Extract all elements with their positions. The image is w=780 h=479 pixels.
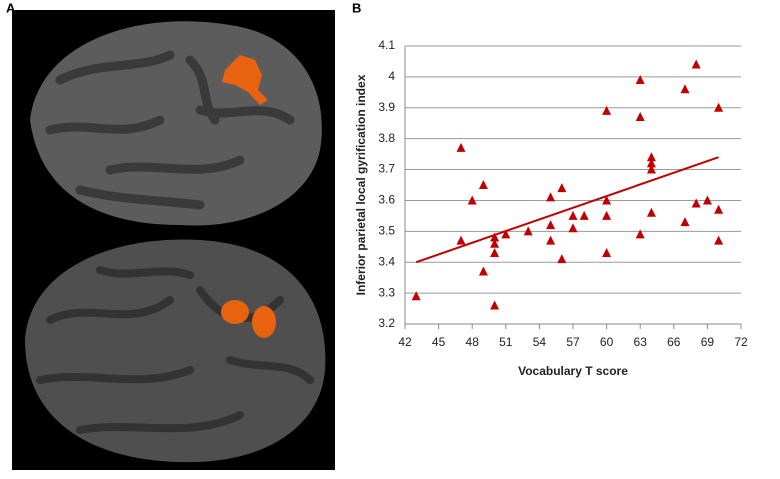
- data-point: [635, 229, 645, 239]
- x-tick-label: 66: [667, 335, 681, 349]
- x-tick-label: 60: [600, 335, 614, 349]
- panel-label: A: [6, 0, 16, 15]
- y-tick-label: 4.1: [378, 38, 395, 52]
- x-tick-label: 54: [533, 335, 547, 349]
- y-tick-label: 3.7: [378, 162, 395, 176]
- data-point: [557, 254, 567, 264]
- data-point: [478, 180, 488, 189]
- x-tick-label: 69: [701, 335, 715, 349]
- brain-images: [12, 10, 335, 470]
- data-point: [635, 112, 645, 122]
- data-point: [602, 105, 612, 115]
- y-axis-title: Inferior parietal local gyrification ind…: [354, 74, 368, 295]
- data-point: [490, 247, 500, 257]
- x-tick-label: 48: [466, 335, 480, 349]
- x-tick-label: 57: [566, 335, 580, 349]
- x-tick-label: 45: [432, 335, 446, 349]
- data-point: [456, 142, 466, 152]
- data-point: [714, 102, 724, 112]
- y-tick-label: 3.8: [378, 131, 395, 145]
- data-point: [546, 220, 556, 230]
- data-point: [702, 195, 712, 205]
- trend-line: [415, 156, 719, 264]
- data-point: [456, 235, 466, 245]
- data-point: [635, 74, 645, 84]
- x-tick-label: 51: [499, 335, 513, 349]
- data-point: [478, 266, 488, 276]
- x-tick-label: 42: [398, 335, 412, 349]
- data-point: [714, 235, 724, 245]
- data-point: [568, 223, 578, 233]
- y-tick-label: 3.2: [378, 316, 395, 330]
- data-point: [602, 247, 612, 257]
- data-point: [467, 195, 477, 205]
- y-tick-label: 3.4: [378, 254, 395, 268]
- data-point: [490, 300, 500, 310]
- y-tick-label: 3.9: [378, 100, 395, 114]
- data-point: [646, 152, 656, 162]
- panel-label: B: [352, 0, 361, 15]
- y-tick-label: 3.6: [378, 193, 395, 207]
- data-point: [646, 158, 656, 168]
- data-point: [523, 226, 533, 236]
- data-point: [546, 192, 556, 202]
- y-tick-label: 3.3: [378, 285, 395, 299]
- data-point: [579, 210, 589, 220]
- data-point: [680, 217, 690, 227]
- data-point: [691, 198, 701, 208]
- data-point: [680, 84, 690, 94]
- data-point: [568, 210, 578, 220]
- data-point: [646, 164, 656, 174]
- data-point: [714, 204, 724, 214]
- y-tick-label: 3.5: [378, 224, 395, 238]
- x-axis-title: Vocabulary T score: [518, 364, 628, 378]
- data-point: [411, 291, 421, 301]
- x-tick-label: 72: [734, 335, 748, 349]
- data-point: [557, 183, 567, 193]
- y-tick-label: 4: [388, 69, 395, 83]
- data-point: [602, 195, 612, 205]
- data-point: [691, 59, 701, 69]
- data-point: [646, 207, 656, 217]
- data-point: [490, 238, 500, 248]
- data-point: [501, 229, 511, 239]
- data-point: [490, 232, 500, 242]
- data-point: [602, 210, 612, 220]
- data-point: [546, 235, 556, 245]
- x-tick-label: 63: [634, 335, 648, 349]
